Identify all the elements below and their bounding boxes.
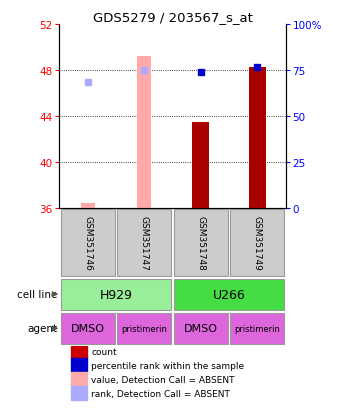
FancyBboxPatch shape (174, 210, 228, 277)
Text: DMSO: DMSO (71, 324, 105, 334)
Bar (249, 67, 266, 209)
Text: rank, Detection Call = ABSENT: rank, Detection Call = ABSENT (91, 389, 230, 399)
FancyBboxPatch shape (230, 313, 285, 344)
Text: percentile rank within the sample: percentile rank within the sample (91, 361, 244, 370)
Bar (192, 123, 209, 209)
Bar (71, 358, 87, 372)
Bar (81, 203, 95, 209)
Bar (71, 386, 87, 400)
Text: value, Detection Call = ABSENT: value, Detection Call = ABSENT (91, 375, 235, 385)
Text: GSM351749: GSM351749 (253, 216, 262, 271)
Bar (137, 57, 152, 209)
Text: DMSO: DMSO (184, 324, 218, 334)
Text: agent: agent (28, 324, 58, 334)
Text: GSM351748: GSM351748 (196, 216, 205, 271)
FancyBboxPatch shape (61, 313, 115, 344)
FancyBboxPatch shape (61, 279, 171, 310)
FancyBboxPatch shape (230, 210, 285, 277)
Title: GDS5279 / 203567_s_at: GDS5279 / 203567_s_at (92, 11, 253, 24)
FancyBboxPatch shape (61, 210, 115, 277)
Text: pristimerin: pristimerin (234, 324, 280, 333)
Text: count: count (91, 347, 117, 356)
Text: H929: H929 (100, 288, 133, 301)
Text: cell line: cell line (17, 290, 58, 299)
Bar (71, 372, 87, 386)
Bar (71, 344, 87, 358)
FancyBboxPatch shape (117, 210, 171, 277)
FancyBboxPatch shape (174, 313, 228, 344)
Text: GSM351747: GSM351747 (140, 216, 149, 271)
Text: pristimerin: pristimerin (121, 324, 167, 333)
Text: U266: U266 (213, 288, 245, 301)
FancyBboxPatch shape (117, 313, 171, 344)
FancyBboxPatch shape (174, 279, 285, 310)
Text: GSM351746: GSM351746 (83, 216, 92, 271)
